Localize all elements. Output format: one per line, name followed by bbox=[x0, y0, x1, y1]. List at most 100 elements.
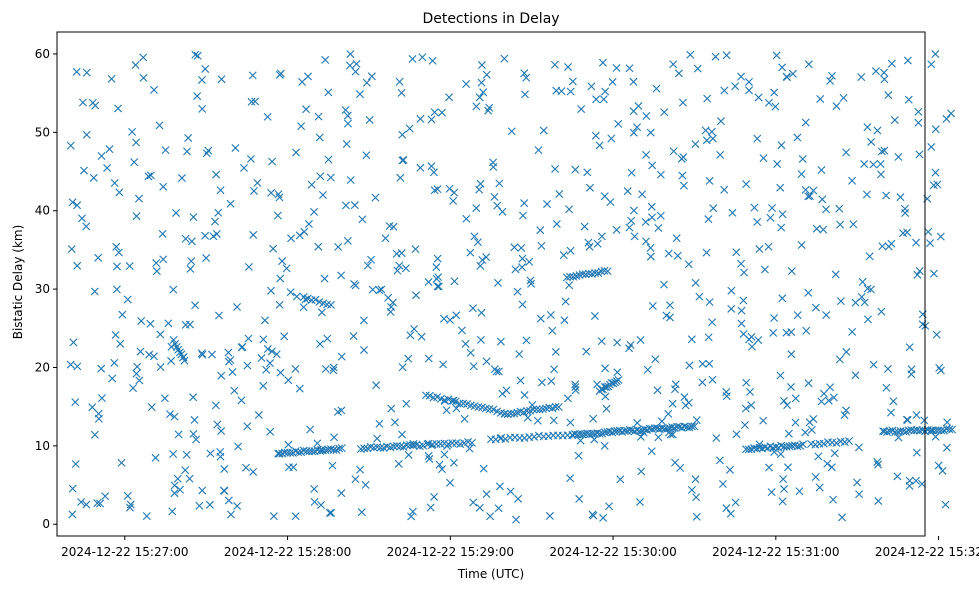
detection-marker bbox=[490, 192, 499, 201]
detection-marker bbox=[563, 394, 572, 403]
detection-marker bbox=[146, 319, 155, 328]
detection-marker bbox=[903, 416, 912, 424]
detection-marker bbox=[530, 432, 539, 441]
detection-marker bbox=[497, 433, 506, 442]
detection-marker bbox=[598, 429, 607, 438]
detection-marker bbox=[371, 193, 380, 202]
detection-marker bbox=[77, 214, 86, 223]
detection-marker bbox=[425, 454, 434, 463]
detection-marker bbox=[111, 330, 120, 339]
detection-marker bbox=[835, 204, 844, 213]
detection-marker bbox=[942, 443, 951, 452]
detection-marker bbox=[778, 294, 787, 303]
detection-marker bbox=[773, 160, 782, 169]
detection-marker bbox=[244, 334, 253, 343]
detection-marker bbox=[731, 82, 740, 91]
detection-marker bbox=[836, 297, 845, 306]
detection-marker bbox=[526, 276, 535, 285]
detection-marker bbox=[882, 383, 891, 392]
detection-marker bbox=[262, 365, 271, 374]
detection-marker bbox=[545, 403, 554, 412]
detection-marker bbox=[776, 371, 785, 380]
detection-marker bbox=[226, 199, 235, 208]
detection-marker bbox=[880, 146, 889, 155]
detection-marker bbox=[880, 75, 889, 84]
x-tick-label: 2024-12-22 15:28:00 bbox=[224, 545, 351, 559]
detection-marker bbox=[877, 147, 886, 156]
detection-marker bbox=[739, 296, 748, 305]
detection-marker bbox=[259, 335, 268, 344]
detection-marker bbox=[482, 253, 491, 262]
detection-marker bbox=[779, 475, 788, 484]
detection-marker bbox=[429, 168, 438, 177]
detection-marker bbox=[168, 507, 177, 516]
detection-marker bbox=[172, 208, 181, 217]
detection-marker bbox=[491, 435, 500, 444]
detection-marker bbox=[494, 504, 503, 513]
detection-marker bbox=[804, 192, 813, 201]
detection-marker bbox=[642, 150, 651, 159]
detection-marker bbox=[494, 367, 503, 376]
detection-marker bbox=[887, 59, 896, 68]
detection-marker bbox=[494, 278, 502, 287]
detection-marker bbox=[254, 411, 263, 420]
detection-marker bbox=[608, 428, 617, 437]
detection-marker bbox=[94, 414, 103, 423]
detection-marker bbox=[96, 499, 105, 508]
detection-marker bbox=[560, 316, 569, 325]
detection-marker bbox=[73, 362, 82, 371]
detection-marker bbox=[747, 401, 756, 410]
detection-marker bbox=[419, 441, 428, 450]
detection-marker bbox=[629, 128, 638, 137]
detection-marker bbox=[500, 54, 509, 63]
detection-marker bbox=[442, 406, 451, 415]
detection-marker bbox=[462, 214, 471, 223]
detection-marker bbox=[905, 343, 914, 352]
detection-marker bbox=[291, 512, 300, 521]
detection-marker bbox=[342, 140, 351, 148]
detection-marker bbox=[278, 257, 287, 266]
detection-marker bbox=[126, 500, 135, 509]
detection-marker bbox=[202, 149, 211, 158]
detection-marker bbox=[795, 487, 804, 496]
detection-marker bbox=[144, 172, 153, 181]
detection-marker bbox=[591, 131, 600, 140]
detection-marker bbox=[648, 301, 657, 310]
detection-marker bbox=[159, 255, 168, 264]
detection-marker bbox=[90, 287, 99, 296]
detection-marker bbox=[402, 399, 411, 408]
detection-marker bbox=[275, 300, 284, 309]
detection-marker bbox=[207, 350, 216, 359]
detection-marker bbox=[601, 392, 610, 401]
detection-marker bbox=[259, 381, 268, 390]
detection-marker bbox=[67, 245, 76, 254]
detection-marker bbox=[424, 354, 433, 363]
detection-marker bbox=[826, 76, 835, 85]
detection-marker bbox=[457, 326, 466, 335]
detection-marker bbox=[302, 105, 311, 114]
detection-marker bbox=[597, 337, 606, 346]
detection-marker bbox=[827, 71, 836, 80]
detection-marker bbox=[317, 445, 326, 454]
detection-marker bbox=[280, 332, 289, 341]
detection-marker bbox=[242, 463, 250, 472]
detection-marker bbox=[600, 266, 609, 275]
detection-marker bbox=[822, 311, 831, 320]
detection-marker bbox=[805, 192, 814, 200]
detection-marker bbox=[517, 243, 526, 252]
detection-marker bbox=[433, 185, 442, 194]
detection-marker bbox=[176, 485, 185, 494]
detection-marker bbox=[812, 224, 821, 233]
detection-marker bbox=[362, 151, 371, 160]
detection-marker bbox=[634, 102, 643, 111]
detection-marker bbox=[918, 479, 927, 488]
detection-marker bbox=[636, 432, 645, 441]
detection-marker bbox=[164, 319, 173, 328]
detection-marker bbox=[842, 347, 851, 356]
detection-marker bbox=[581, 270, 590, 279]
detection-marker bbox=[851, 298, 860, 307]
detection-marker bbox=[931, 168, 940, 177]
detection-marker bbox=[350, 279, 359, 288]
detection-marker bbox=[766, 213, 775, 222]
detection-marker bbox=[343, 236, 352, 245]
